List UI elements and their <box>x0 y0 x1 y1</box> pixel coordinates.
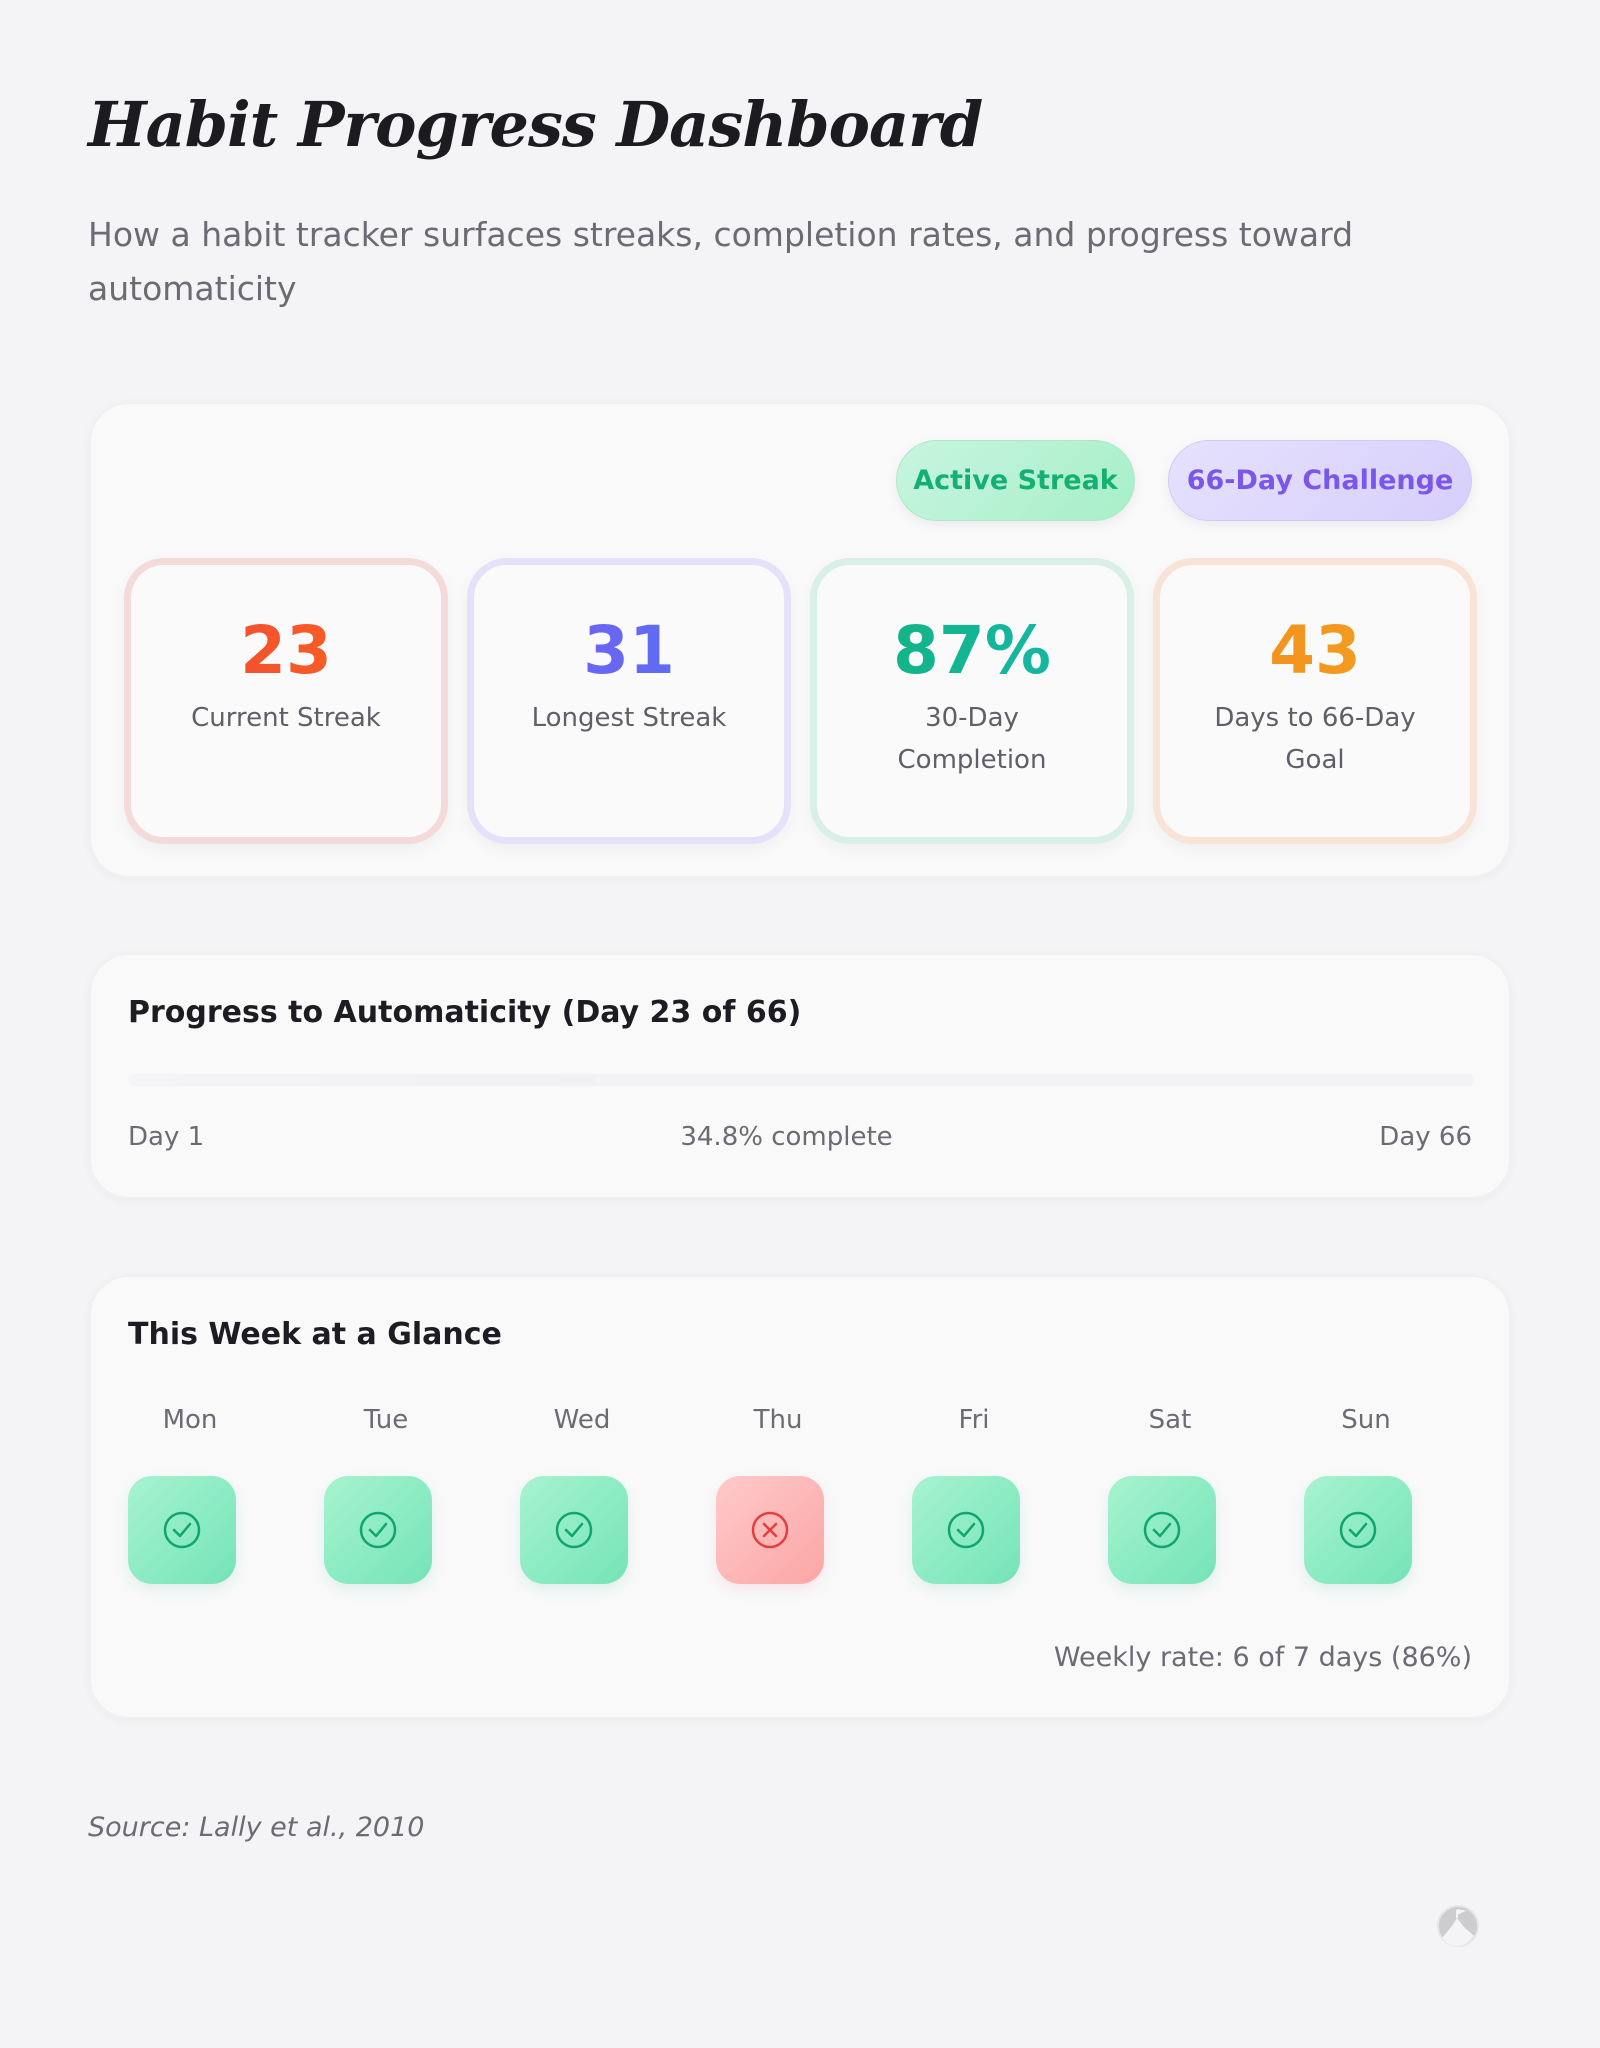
day-label-sun: Sun <box>1341 1405 1391 1435</box>
day-status-wed[interactable] <box>520 1476 628 1584</box>
day-status-thu[interactable] <box>716 1476 824 1584</box>
progress-bar <box>128 1074 1474 1086</box>
check-circle-icon <box>555 1511 593 1549</box>
progress-status: 34.8% complete <box>680 1122 893 1152</box>
page-title: Habit Progress Dashboard <box>88 88 983 161</box>
page-subtitle: How a habit tracker surfaces streaks, co… <box>88 215 1354 308</box>
day-status-mon[interactable] <box>128 1476 236 1584</box>
stat-label: Current Streak <box>191 703 381 733</box>
check-circle-icon <box>1339 1511 1377 1549</box>
check-circle-icon <box>163 1511 201 1549</box>
progress-fill <box>128 1074 597 1086</box>
stat-card-completion: 87% 30-Day Completion <box>810 558 1134 844</box>
day-status-fri[interactable] <box>912 1476 1020 1584</box>
check-circle-icon <box>359 1511 397 1549</box>
weekly-rate: Weekly rate: 6 of 7 days (86%) <box>1053 1642 1472 1673</box>
stat-card-days-to-goal: 43 Days to 66-Day Goal <box>1153 558 1477 844</box>
week-title: This Week at a Glance <box>128 1317 502 1352</box>
stat-value: 31 <box>474 611 784 691</box>
x-circle-icon <box>751 1511 789 1549</box>
stat-value: 87% <box>817 611 1127 691</box>
stat-value: 23 <box>131 611 441 691</box>
source-note: Source: Lally et al., 2010 <box>88 1812 425 1843</box>
day-label-wed: Wed <box>553 1405 611 1435</box>
day-status-sat[interactable] <box>1108 1476 1216 1584</box>
day-label-tue: Tue <box>363 1405 409 1435</box>
progress-end-label: Day 66 <box>1379 1122 1472 1152</box>
day-label-sat: Sat <box>1148 1405 1192 1435</box>
mountain-flag-logo-icon <box>1437 1905 1479 1947</box>
check-circle-icon <box>1143 1511 1181 1549</box>
day-status-tue[interactable] <box>324 1476 432 1584</box>
stat-card-current-streak: 23 Current Streak <box>124 558 448 844</box>
stat-label: Days to 66-Day Goal <box>1214 703 1416 775</box>
stat-label: Longest Streak <box>531 703 727 733</box>
day-status-sun[interactable] <box>1304 1476 1412 1584</box>
challenge-badge: 66-Day Challenge <box>1168 440 1472 521</box>
active-streak-badge: Active Streak <box>896 440 1135 521</box>
stat-label: 30-Day Completion <box>897 703 1047 775</box>
check-circle-icon <box>947 1511 985 1549</box>
day-label-thu: Thu <box>753 1405 803 1435</box>
progress-title: Progress to Automaticity (Day 23 of 66) <box>128 995 802 1030</box>
day-label-fri: Fri <box>958 1405 990 1435</box>
progress-start-label: Day 1 <box>128 1122 205 1152</box>
stat-card-longest-streak: 31 Longest Streak <box>467 558 791 844</box>
stat-value: 43 <box>1160 611 1470 691</box>
day-label-mon: Mon <box>162 1405 218 1435</box>
